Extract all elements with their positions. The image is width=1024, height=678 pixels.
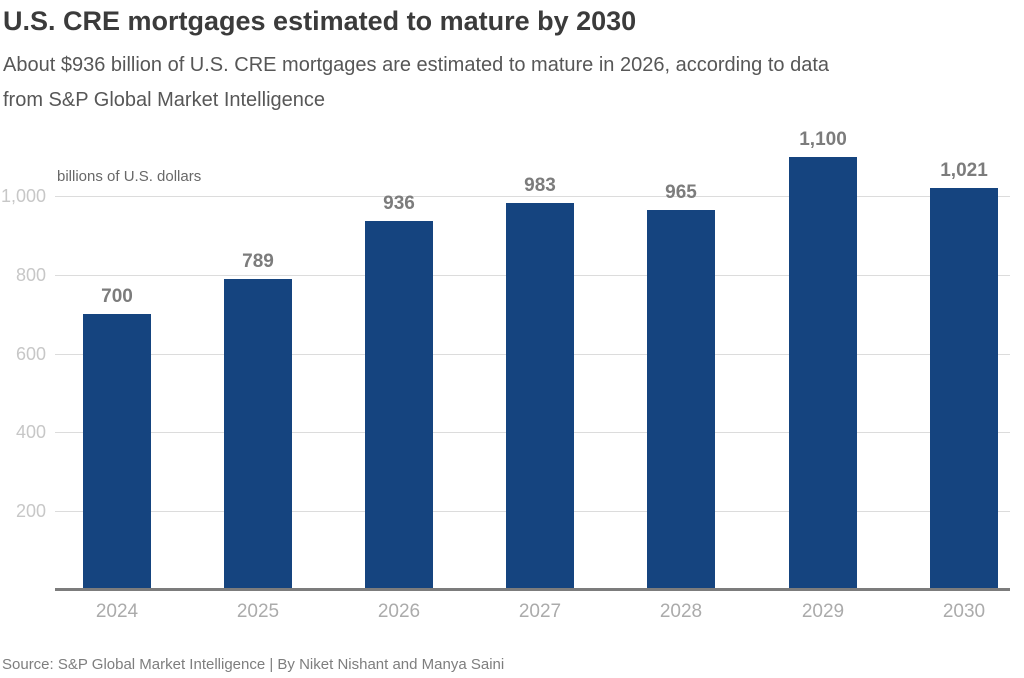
y-axis-tick-label: 800 bbox=[15, 265, 46, 285]
bar-2026 bbox=[365, 221, 433, 590]
chart-subtitle-line-1: About $936 billion of U.S. CRE mortgages… bbox=[3, 54, 830, 76]
source-note: Source: S&P Global Market Intelligence |… bbox=[2, 656, 505, 673]
bar-value-label-2026: 936 bbox=[383, 193, 415, 214]
y-axis-tick-label: 1,000 bbox=[0, 186, 46, 206]
bar-2027 bbox=[506, 203, 574, 590]
bar-2030 bbox=[930, 188, 998, 590]
bar-value-label-2030: 1,021 bbox=[940, 160, 988, 181]
x-axis-label-2027: 2027 bbox=[518, 601, 562, 622]
chart-title: U.S. CRE mortgages estimated to mature b… bbox=[3, 6, 637, 36]
bar-value-label-2029: 1,100 bbox=[799, 129, 847, 150]
bar-value-label-2024: 700 bbox=[101, 286, 133, 307]
y-axis-tick-label: 200 bbox=[15, 501, 46, 521]
bar-value-label-2027: 983 bbox=[524, 175, 556, 196]
chart-subtitle-line-2: from S&P Global Market Intelligence bbox=[3, 89, 326, 111]
chart-subtitle: About $936 billion of U.S. CRE mortgages… bbox=[3, 48, 1013, 118]
x-axis-label-2030: 2030 bbox=[942, 601, 986, 622]
bar-2025 bbox=[224, 279, 292, 590]
x-axis-label-2028: 2028 bbox=[659, 601, 703, 622]
bar-value-label-2025: 789 bbox=[242, 251, 274, 272]
x-axis-label-2025: 2025 bbox=[236, 601, 280, 622]
x-axis-label-2026: 2026 bbox=[377, 601, 421, 622]
bar-2028 bbox=[647, 210, 715, 590]
y-axis-unit-label: billions of U.S. dollars bbox=[57, 168, 202, 185]
bar-2029 bbox=[789, 157, 857, 590]
bar-2024 bbox=[83, 314, 151, 590]
bar-value-label-2028: 965 bbox=[665, 182, 697, 203]
x-axis-line bbox=[55, 588, 1010, 591]
y-axis-tick-label: 400 bbox=[15, 422, 46, 442]
y-axis-tick-label: 600 bbox=[15, 344, 46, 364]
x-axis-label-2029: 2029 bbox=[801, 601, 845, 622]
gridline-1,000 bbox=[55, 196, 1010, 197]
x-axis-label-2024: 2024 bbox=[95, 601, 139, 622]
